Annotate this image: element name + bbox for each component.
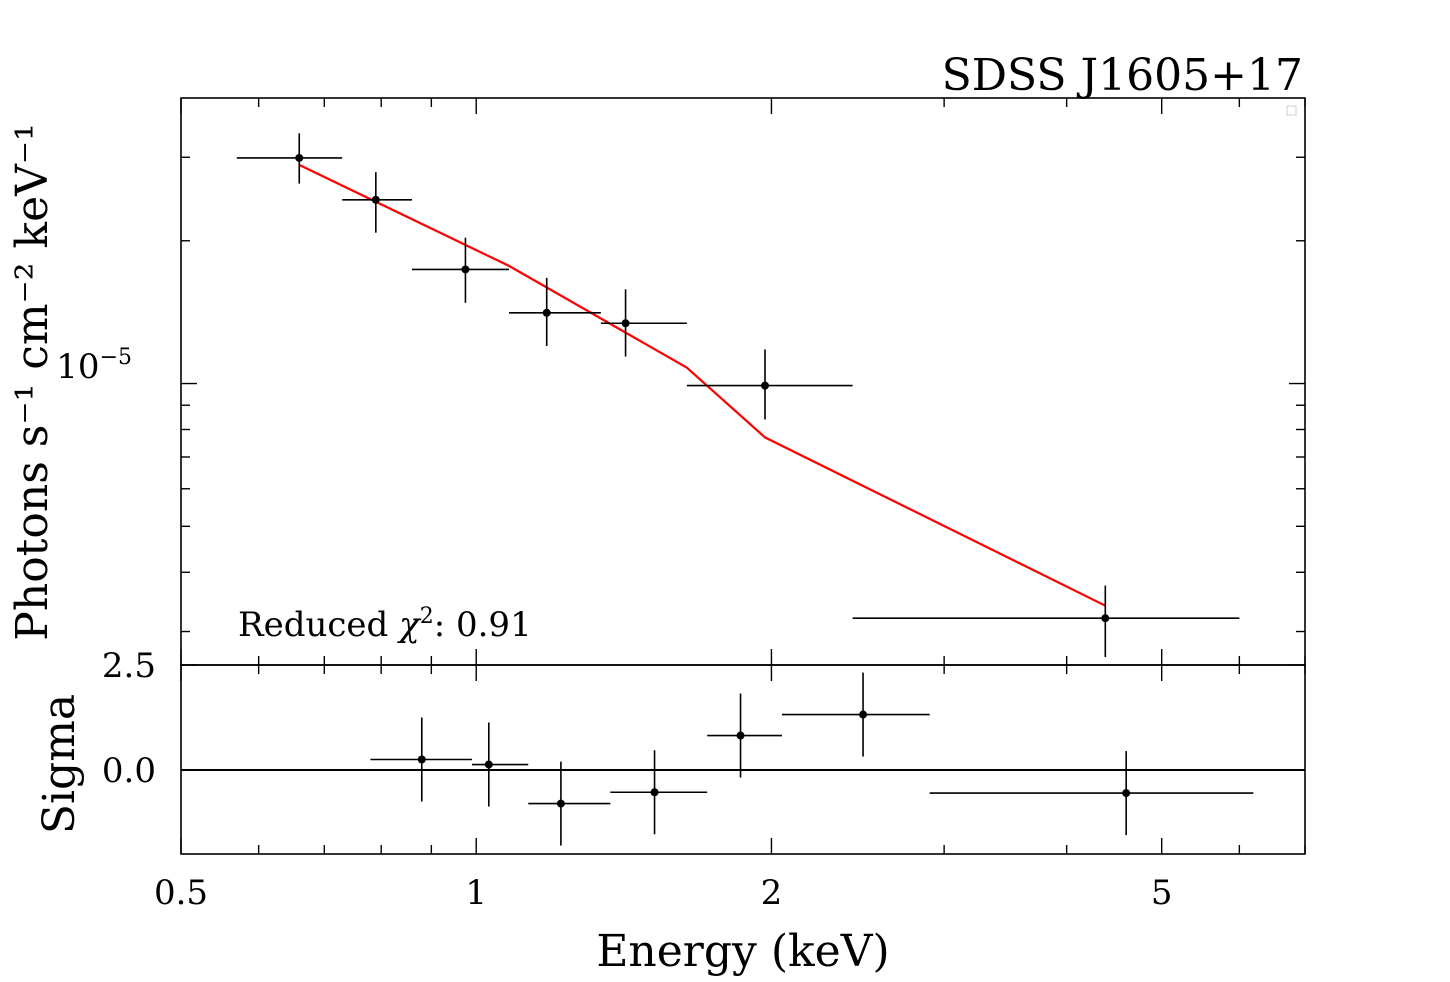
flux-marker (371, 195, 380, 204)
bottom-panel-frame (180, 664, 1306, 855)
residual-point-5 (781, 672, 930, 757)
x-tick-label: 1 (465, 873, 487, 913)
residual-marker (1122, 789, 1131, 798)
bottom-y-tick-label: 2.5 (102, 646, 156, 686)
flux-marker (621, 319, 630, 328)
residual-point-1 (471, 722, 529, 807)
flux-marker (542, 308, 551, 317)
residual-marker (484, 760, 493, 769)
x-axis-title: Energy (keV) (596, 926, 889, 977)
top-panel-frame (180, 97, 1306, 666)
flux-point-2 (411, 237, 509, 303)
residual-point-0 (370, 717, 472, 802)
residual-marker (859, 710, 868, 719)
bottom-y-tick-label: 0.0 (102, 751, 156, 791)
flux-point-6 (852, 585, 1240, 658)
residual-marker (736, 731, 745, 740)
residual-point-3 (610, 750, 708, 835)
flux-marker (295, 153, 304, 162)
x-tick-label: 5 (1151, 873, 1173, 913)
residual-point-6 (929, 751, 1254, 836)
residual-point-2 (528, 761, 611, 846)
residual-marker (650, 788, 659, 797)
flux-marker (760, 381, 769, 390)
x-tick-label: 2 (761, 873, 783, 913)
data-layer (181, 133, 1305, 846)
residual-marker (556, 799, 565, 808)
tick-layer (180, 98, 1306, 854)
flux-point-1 (342, 172, 412, 233)
reduced-chi2-annotation: Reduced χ2: 0.91 (238, 604, 532, 645)
flux-point-3 (508, 277, 601, 346)
flux-marker (1101, 614, 1110, 623)
frame-layer (180, 97, 1306, 855)
model-line (298, 163, 1106, 607)
y-axis-title-top: Photons s⁻¹ cm⁻² keV⁻¹ (7, 123, 58, 641)
chart-title: SDSS J1605+17 (942, 50, 1303, 101)
tick-label-layer: 2.5 0.0 0.5 1 2 5 (102, 646, 1173, 913)
x-tick-label: 0.5 (154, 873, 208, 913)
flux-point-5 (686, 349, 853, 420)
y-axis-title-bottom: Sigma (34, 694, 85, 834)
flux-point-0 (236, 133, 343, 184)
residual-point-4 (707, 693, 782, 778)
flux-marker (461, 265, 470, 274)
y-tick-label-1e-5: 10−5 (56, 345, 132, 387)
legend-box (1286, 105, 1297, 116)
flux-point-4 (600, 289, 687, 357)
residual-marker (417, 755, 426, 764)
